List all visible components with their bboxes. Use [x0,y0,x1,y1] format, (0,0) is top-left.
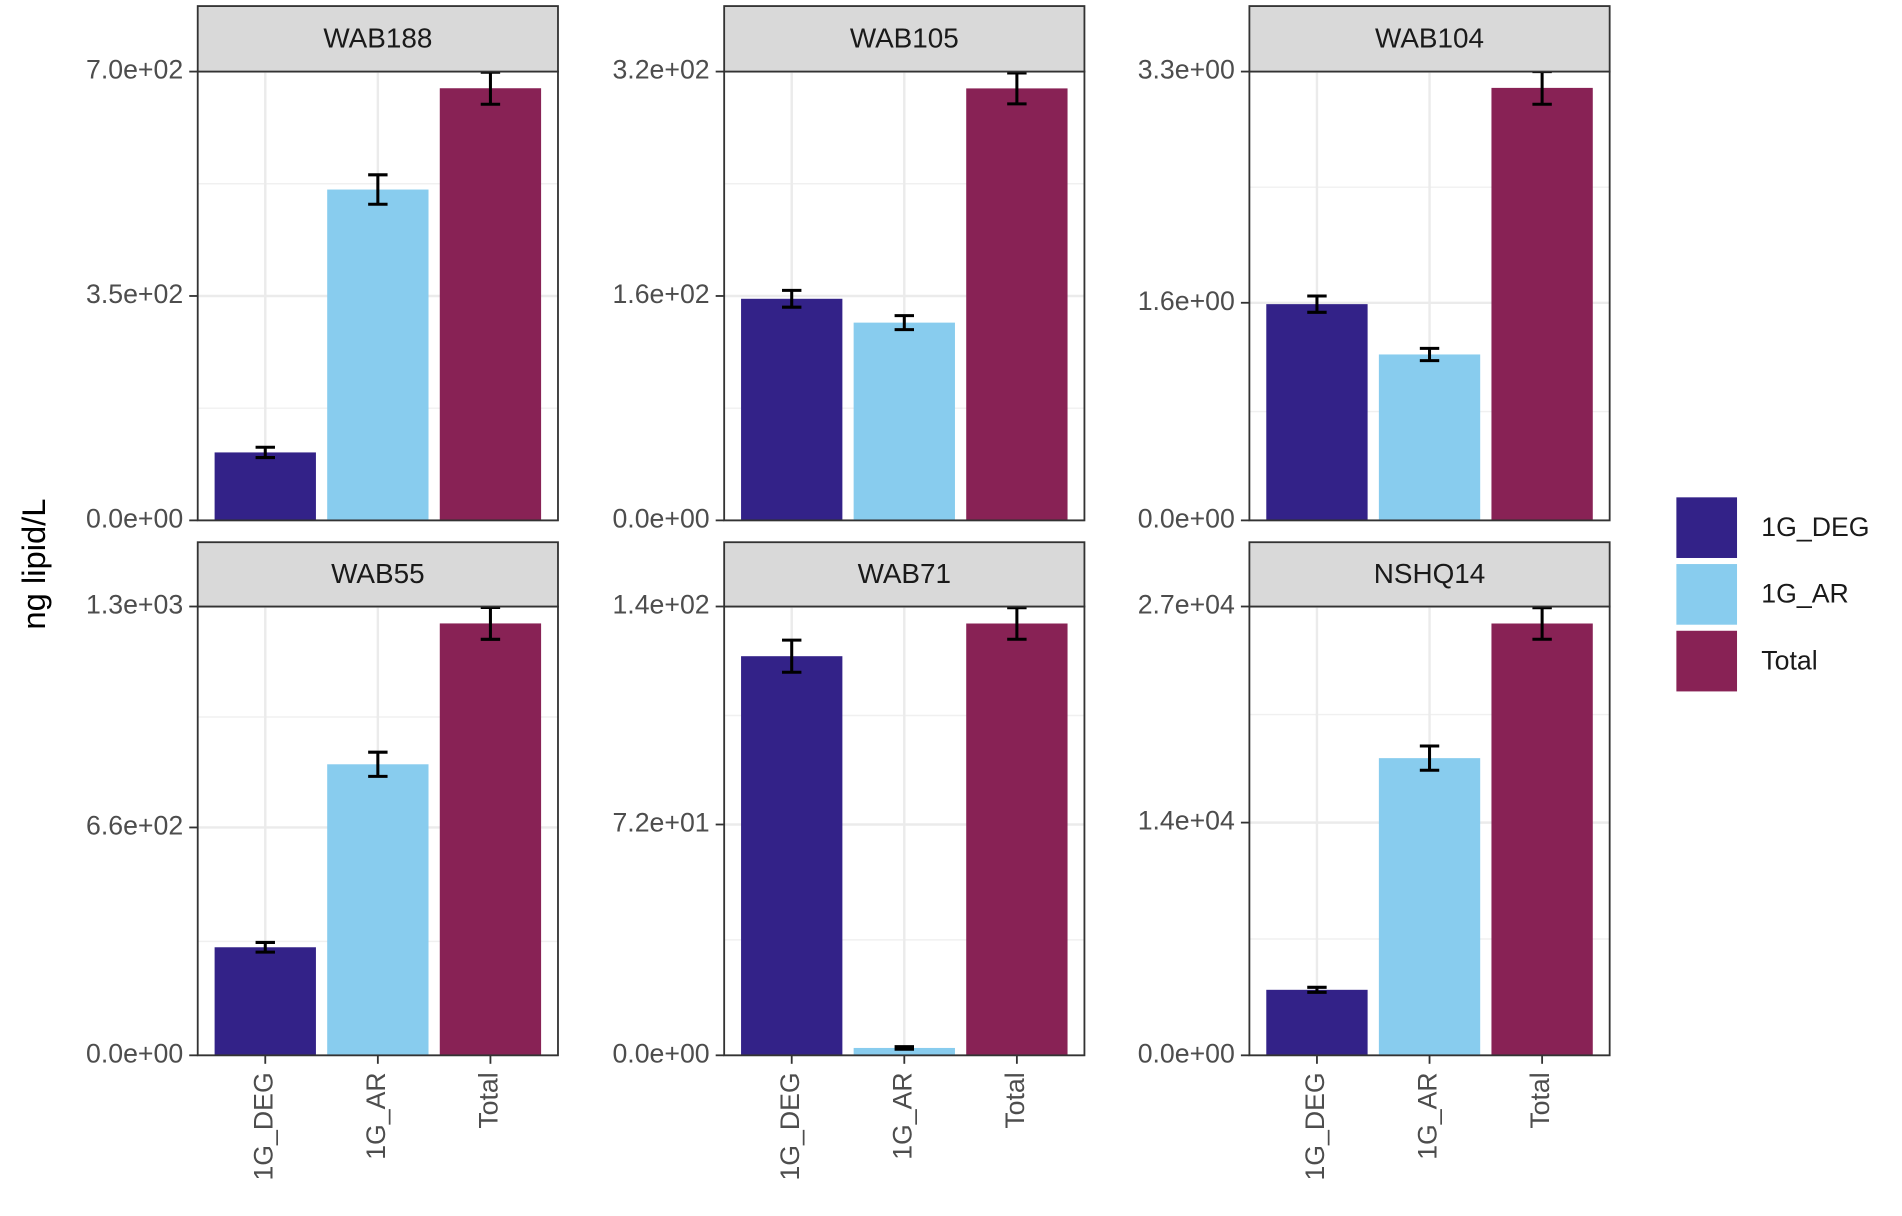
bar [741,656,843,1056]
y-tick-label: 3.2e+02 [612,55,709,85]
strip-label: WAB71 [858,558,951,589]
y-tick-label: 1.3e+03 [86,590,183,620]
bar [439,88,542,521]
bar [1266,989,1368,1056]
y-tick-label: 1.6e+00 [1138,286,1235,316]
bar [327,764,429,1056]
bar [439,623,542,1056]
strip-label: WAB104 [1375,22,1484,53]
y-tick-label: 0.0e+00 [86,1038,183,1068]
bar [214,947,316,1056]
bar [1378,354,1481,521]
y-tick-label: 0.0e+00 [612,1038,709,1068]
x-tick-label: 1G_AR [361,1072,391,1159]
strip [723,5,1086,73]
bar [1378,758,1481,1056]
bar [214,452,316,521]
y-tick-label: 3.3e+00 [1138,55,1235,85]
bar [1491,87,1593,521]
strip [196,5,559,73]
x-tick-label: Total [1000,1072,1030,1128]
legend-label: Total [1761,645,1817,675]
strip-label: NSHQ14 [1374,558,1486,589]
y-tick-label: 0.0e+00 [86,503,183,533]
bar [966,88,1068,521]
strip [1248,5,1611,73]
bar [1491,623,1593,1056]
bar [853,322,955,521]
y-tick-label: 3.5e+02 [86,279,183,309]
bar [327,189,429,521]
strip-label: WAB188 [323,22,432,53]
y-tick-label: 0.0e+00 [1138,503,1235,533]
y-tick-label: 6.6e+02 [86,811,183,841]
y-axis-label: ng lipid/L [15,498,52,629]
strip [723,541,1086,608]
bar [1266,304,1368,521]
legend-swatch [1676,564,1738,625]
legend-label: 1G_AR [1761,579,1848,609]
legend-label: 1G_DEG [1761,512,1869,542]
x-tick-label: 1G_AR [1413,1072,1443,1159]
bar [966,623,1068,1056]
y-tick-label: 7.0e+02 [86,55,183,85]
y-tick-label: 0.0e+00 [1138,1038,1235,1068]
y-tick-label: 1.4e+02 [612,590,709,620]
y-tick-label: 2.7e+04 [1138,590,1235,620]
strip [1248,541,1611,608]
y-tick-label: 7.2e+01 [612,808,709,838]
legend-swatch [1676,630,1738,692]
x-tick-label: 1G_DEG [775,1072,805,1180]
strip [196,541,559,608]
strip-label: WAB55 [331,558,424,589]
x-tick-label: Total [1525,1072,1555,1128]
y-tick-label: 0.0e+00 [612,503,709,533]
strip-label: WAB105 [850,22,959,53]
x-tick-label: Total [473,1072,503,1128]
bar [741,298,843,521]
bar [853,1047,955,1056]
x-tick-label: 1G_DEG [1300,1072,1330,1180]
x-tick-label: 1G_AR [887,1072,917,1159]
legend-swatch [1676,497,1738,558]
x-tick-label: 1G_DEG [248,1072,278,1180]
y-tick-label: 1.6e+02 [612,279,709,309]
y-tick-label: 1.4e+04 [1138,806,1235,836]
